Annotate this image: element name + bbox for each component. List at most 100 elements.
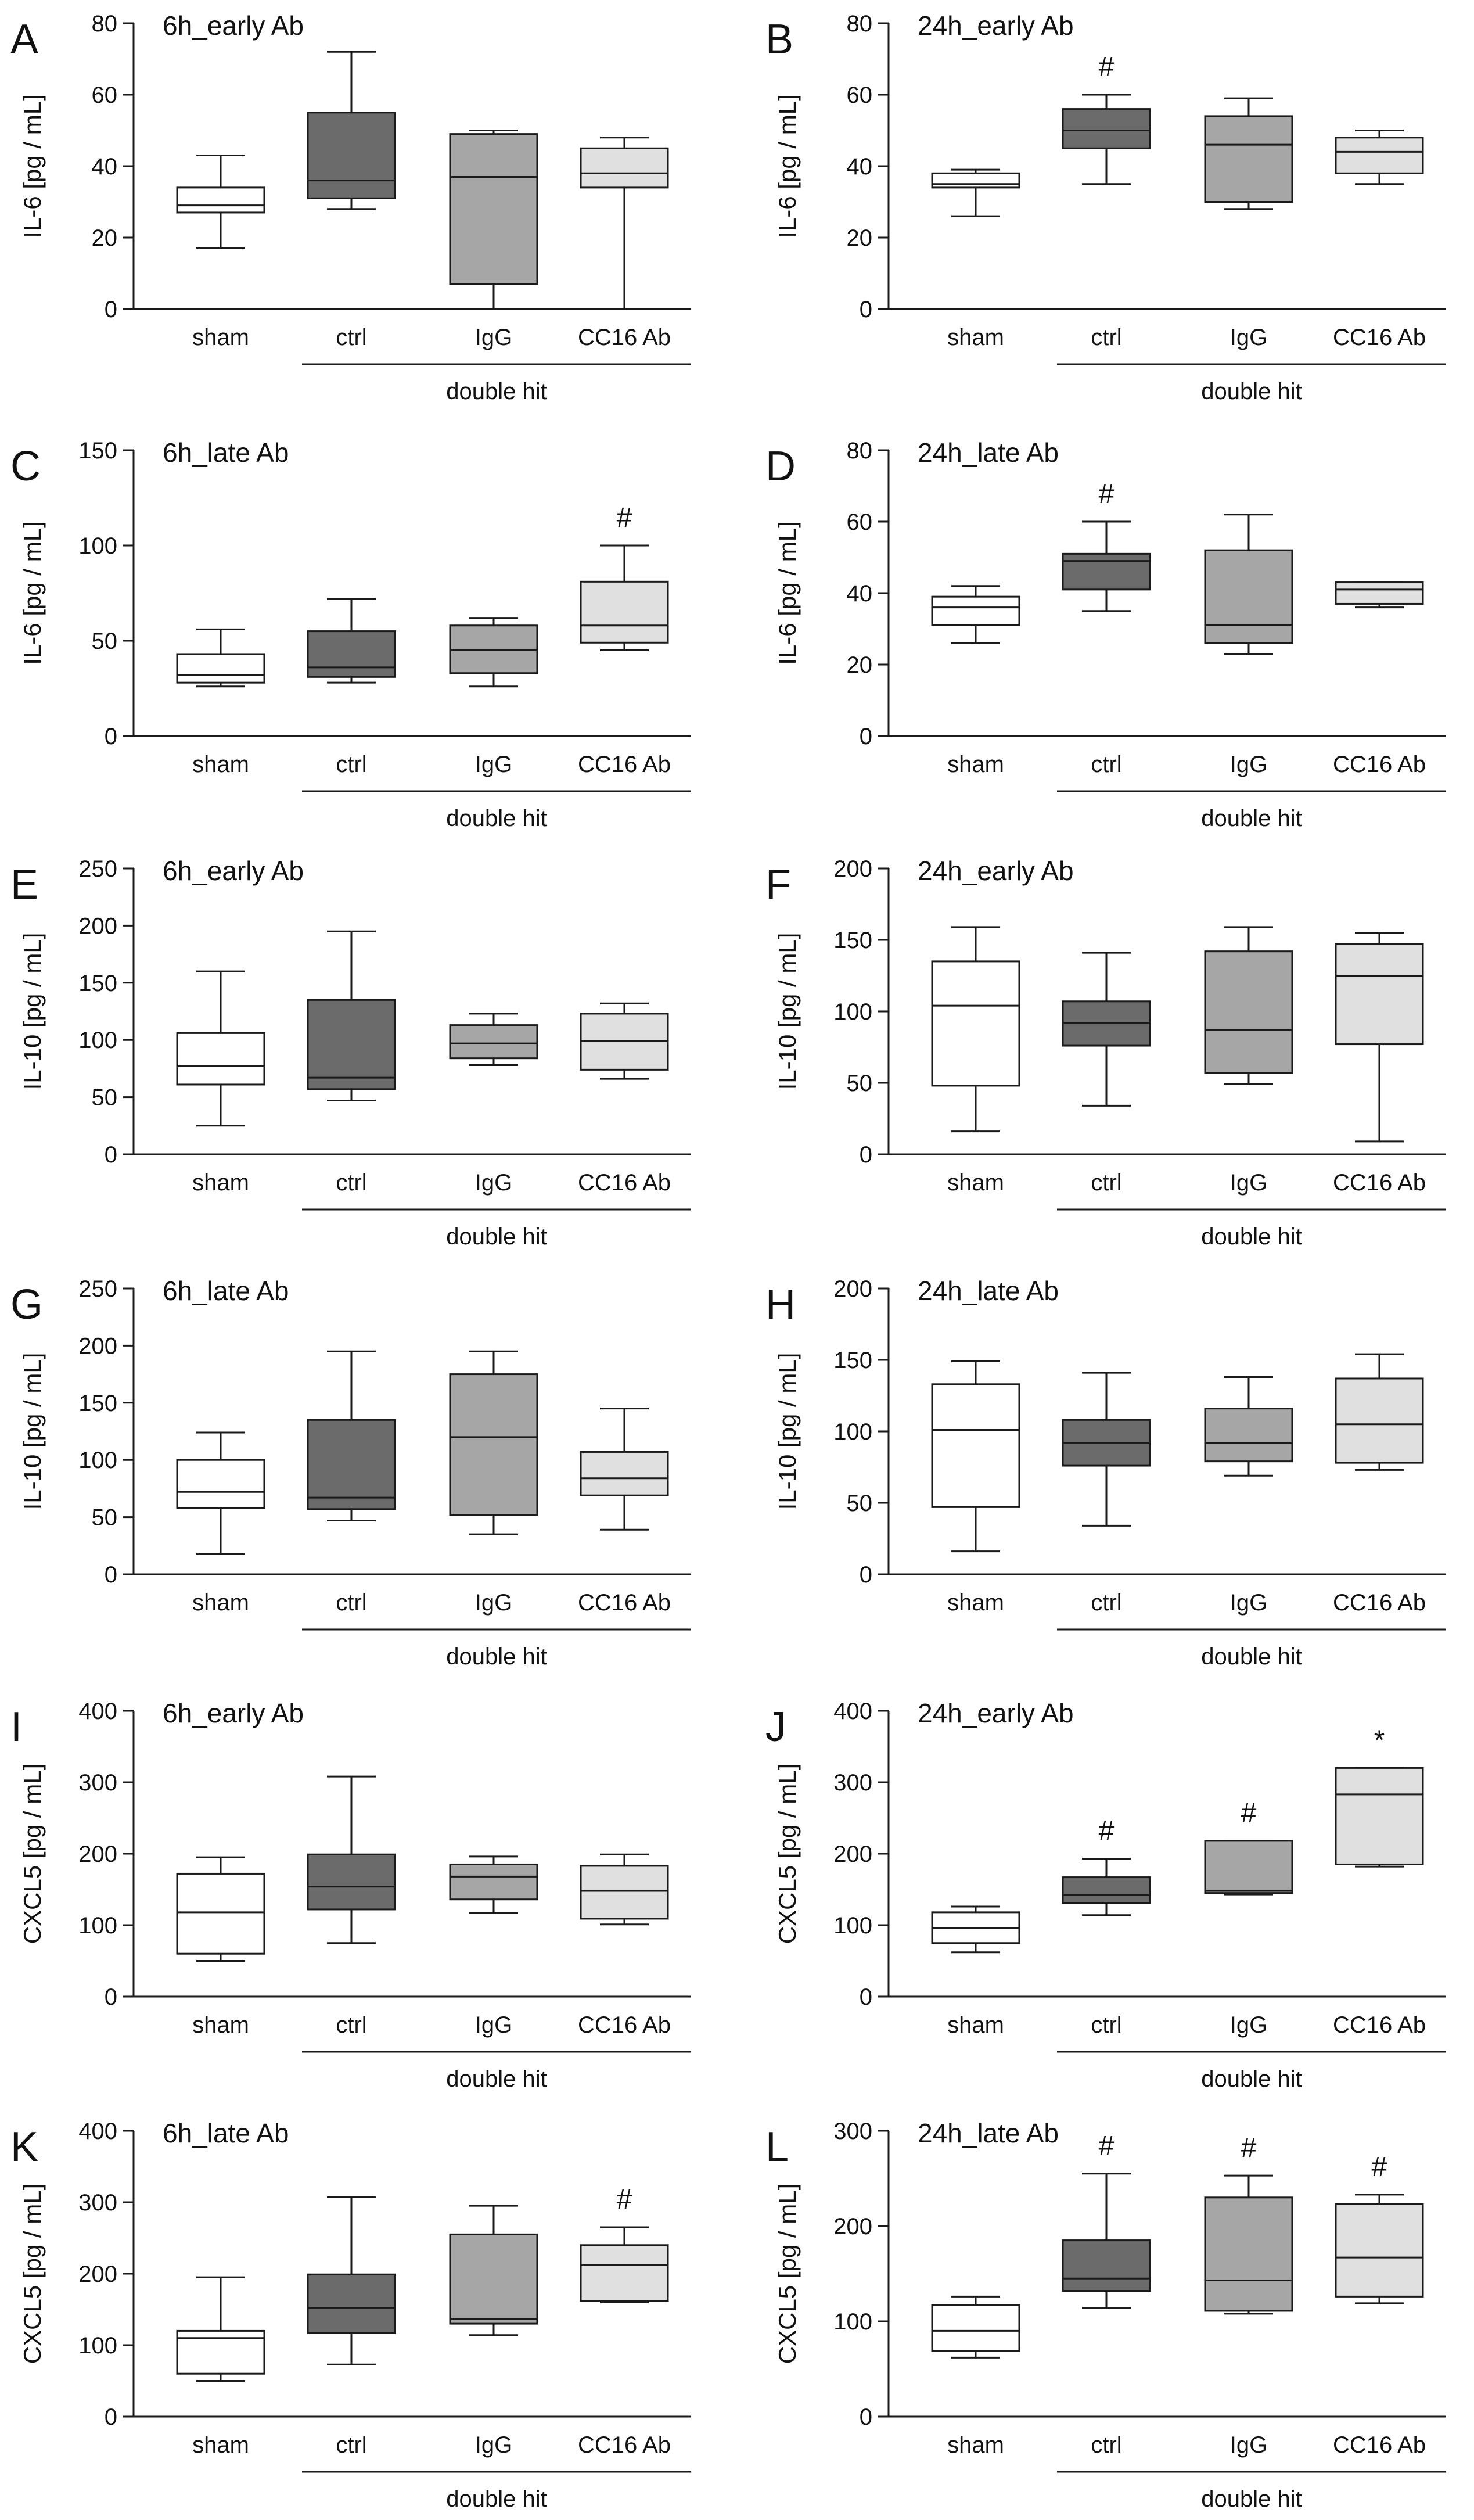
panel-letter: A — [10, 16, 38, 63]
panel-letter: J — [765, 1704, 786, 1750]
box-iqr — [1204, 1408, 1293, 1463]
box-iqr — [176, 1872, 265, 1955]
category-label: ctrl — [336, 752, 366, 777]
y-axis-label: CXCL5 [pg / mL] — [19, 1764, 46, 1944]
box-sham: sham — [931, 1905, 1020, 2038]
box-iqr — [1204, 115, 1293, 203]
panel-letter: F — [765, 861, 791, 908]
box-sham: sham — [176, 155, 265, 350]
significance-hash: # — [1241, 1798, 1257, 1829]
box-iqr — [449, 1863, 538, 1901]
box-iqr — [1204, 2196, 1293, 2312]
box-iqr — [449, 624, 538, 674]
y-tick-label: 100 — [78, 533, 117, 559]
y-tick-label: 300 — [833, 1770, 872, 1796]
panel-I: I 6h_early Ab 0 100 200 300 400 CXCL5 [pg / mL]… — [10, 1698, 691, 2092]
panel-letter: G — [10, 1281, 43, 1328]
category-label: ctrl — [336, 2012, 366, 2038]
box-iqr — [580, 1865, 669, 1920]
box-ctrl: # ctrl — [1062, 2131, 1151, 2458]
box-igg: IgG — [449, 1855, 538, 2038]
significance-hash: # — [617, 2184, 632, 2215]
panel-title: 24h_late Ab — [918, 2118, 1059, 2148]
y-axis-label: CXCL5 [pg / mL] — [774, 1764, 801, 1944]
y-tick-label: 20 — [847, 652, 873, 678]
significance-hash: # — [1099, 2131, 1115, 2162]
box-iqr — [1335, 137, 1424, 174]
category-label: CC16 Ab — [578, 1590, 671, 1616]
panel-letter: E — [10, 861, 38, 908]
group-label: double hit — [1201, 379, 1302, 404]
category-label: ctrl — [1091, 2012, 1121, 2038]
y-tick-label: 40 — [92, 154, 118, 180]
y-axis-label: CXCL5 [pg / mL] — [774, 2184, 801, 2364]
panel-title: 6h_late Ab — [163, 2118, 289, 2148]
box-iqr — [307, 999, 396, 1090]
y-tick-label: 200 — [78, 1333, 117, 1359]
panel-letter: I — [10, 1704, 22, 1750]
box-iqr — [176, 1032, 265, 1086]
group-label: double hit — [1201, 2066, 1302, 2092]
box-iqr — [1062, 1876, 1151, 1904]
panel-L: L 24h_late Ab 0 100 200 300 CXCL5 [pg / mL] sha… — [765, 2118, 1446, 2512]
y-tick-label: 150 — [78, 971, 117, 996]
category-label: sham — [192, 1170, 249, 1196]
y-tick-label: 0 — [860, 1984, 872, 2010]
panel-title: 6h_late Ab — [163, 1276, 289, 1306]
box-iqr — [307, 630, 396, 678]
category-label: IgG — [1230, 1170, 1267, 1196]
box-sham: sham — [176, 2276, 265, 2458]
category-label: IgG — [475, 325, 512, 350]
box-iqr — [580, 147, 669, 189]
y-tick-label: 20 — [847, 225, 873, 251]
y-tick-label: 200 — [78, 913, 117, 939]
category-label: sham — [192, 2012, 249, 2038]
box-ctrl: # ctrl — [1062, 1816, 1151, 2038]
y-tick-label: 150 — [833, 928, 872, 953]
y-tick-label: 0 — [860, 1142, 872, 1168]
box-sham: sham — [931, 168, 1020, 350]
category-label: ctrl — [1091, 1590, 1121, 1616]
category-label: IgG — [1230, 1590, 1267, 1616]
box-sham: sham — [176, 1431, 265, 1616]
box-igg: IgG — [1204, 97, 1293, 350]
box-iqr — [307, 1419, 396, 1510]
category-label: ctrl — [336, 1590, 366, 1616]
category-label: IgG — [1230, 2012, 1267, 2038]
y-tick-label: 100 — [833, 999, 872, 1025]
box-ctrl: ctrl — [307, 598, 396, 777]
panel-title: 6h_late Ab — [163, 437, 289, 468]
category-label: IgG — [1230, 2432, 1267, 2458]
y-axis-label: IL-10 [pg / mL] — [774, 933, 801, 1090]
panel-title: 6h_early Ab — [163, 856, 304, 886]
box-ctrl: ctrl — [307, 1775, 396, 2038]
box-iqr — [580, 1451, 669, 1496]
panel-J: J 24h_early Ab 0 100 200 300 400 CXCL5 [pg / mL… — [765, 1698, 1446, 2092]
category-label: ctrl — [1091, 2432, 1121, 2458]
significance-hash: # — [617, 502, 632, 533]
category-label: CC16 Ab — [1333, 325, 1426, 350]
box-cc16-ab: * CC16 Ab — [1333, 1725, 1426, 2038]
panel-letter: C — [10, 443, 41, 490]
box-sham: sham — [931, 1360, 1020, 1616]
box-iqr — [931, 1383, 1020, 1508]
y-axis-label: IL-6 [pg / mL] — [774, 94, 801, 238]
box-iqr — [1062, 552, 1151, 591]
category-label: ctrl — [336, 1170, 366, 1196]
box-iqr — [931, 172, 1020, 189]
y-tick-label: 0 — [860, 297, 872, 322]
box-igg: IgG — [1204, 1376, 1293, 1616]
y-axis-label: IL-6 [pg / mL] — [774, 521, 801, 665]
category-label: ctrl — [1091, 752, 1121, 777]
box-sham: sham — [931, 926, 1020, 1196]
y-tick-label: 0 — [860, 724, 872, 749]
category-label: sham — [947, 752, 1004, 777]
box-iqr — [307, 1853, 396, 1911]
box-sham: sham — [176, 1856, 265, 2038]
y-tick-label: 80 — [847, 11, 873, 37]
y-tick-label: 400 — [78, 1699, 117, 1724]
box-iqr — [931, 2304, 1020, 2352]
box-cc16-ab: CC16 Ab — [1333, 932, 1426, 1196]
box-igg: IgG — [449, 1013, 538, 1196]
category-label: CC16 Ab — [1333, 752, 1426, 777]
